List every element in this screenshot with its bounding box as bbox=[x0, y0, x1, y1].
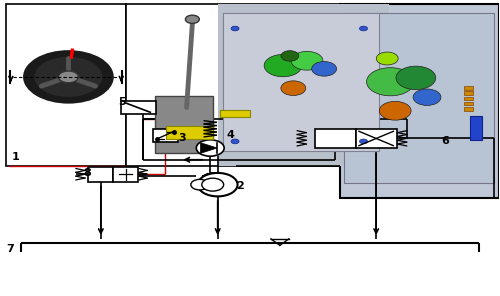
Circle shape bbox=[264, 54, 302, 77]
Circle shape bbox=[196, 140, 224, 156]
Circle shape bbox=[396, 66, 436, 90]
Polygon shape bbox=[200, 143, 217, 153]
Circle shape bbox=[191, 179, 208, 190]
Text: 8: 8 bbox=[84, 168, 91, 178]
Bar bbox=[114, 167, 138, 182]
Circle shape bbox=[186, 15, 200, 23]
Bar bbox=[218, 4, 389, 165]
Bar bbox=[340, 4, 498, 198]
Bar bbox=[464, 97, 472, 100]
Text: 3: 3 bbox=[178, 133, 186, 143]
Circle shape bbox=[360, 26, 368, 31]
Text: 5: 5 bbox=[118, 97, 126, 107]
Text: 6: 6 bbox=[442, 136, 450, 146]
Bar bbox=[6, 4, 126, 165]
Text: 4: 4 bbox=[226, 130, 234, 140]
Text: 1: 1 bbox=[12, 152, 19, 162]
Bar bbox=[344, 13, 494, 183]
Text: 7: 7 bbox=[6, 244, 14, 254]
Bar bbox=[220, 110, 250, 117]
Circle shape bbox=[376, 52, 398, 65]
Circle shape bbox=[281, 81, 305, 96]
Circle shape bbox=[34, 57, 102, 97]
Bar bbox=[314, 129, 356, 148]
Bar bbox=[464, 102, 472, 105]
Circle shape bbox=[231, 26, 239, 31]
Bar bbox=[166, 126, 212, 139]
Circle shape bbox=[291, 52, 323, 70]
Circle shape bbox=[231, 139, 239, 144]
Bar bbox=[120, 101, 156, 114]
Circle shape bbox=[413, 89, 441, 105]
Bar bbox=[153, 129, 178, 142]
Bar bbox=[88, 167, 114, 182]
Bar bbox=[464, 86, 472, 90]
Circle shape bbox=[198, 173, 237, 196]
Circle shape bbox=[58, 71, 78, 83]
Circle shape bbox=[360, 139, 368, 144]
Circle shape bbox=[312, 62, 336, 76]
Bar bbox=[223, 13, 380, 151]
Bar bbox=[464, 107, 472, 111]
Bar bbox=[154, 96, 212, 153]
Bar bbox=[356, 129, 397, 148]
Circle shape bbox=[380, 101, 411, 120]
Circle shape bbox=[23, 50, 114, 104]
Circle shape bbox=[366, 68, 414, 96]
Bar bbox=[470, 116, 482, 140]
Circle shape bbox=[281, 51, 299, 61]
Circle shape bbox=[202, 178, 224, 191]
Bar bbox=[464, 91, 472, 95]
Text: 2: 2 bbox=[236, 181, 244, 191]
Bar bbox=[126, 4, 389, 165]
